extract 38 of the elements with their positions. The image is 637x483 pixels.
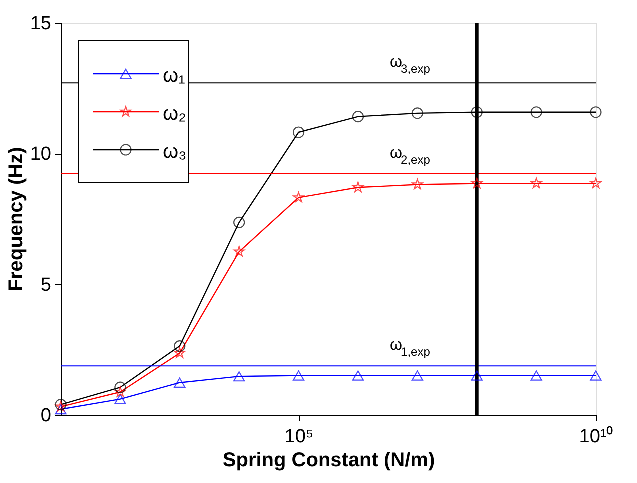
point [530, 370, 542, 381]
point [472, 178, 483, 189]
point [471, 370, 483, 381]
x-tick-label: 10¹⁰ [579, 426, 614, 448]
point [234, 216, 246, 228]
point [590, 106, 602, 118]
point [234, 371, 246, 382]
point [412, 108, 424, 120]
point [590, 370, 602, 381]
point [531, 178, 542, 189]
point [293, 192, 304, 203]
point [590, 178, 602, 189]
point [530, 106, 542, 118]
y-axis-title: Frequency (Hz) [5, 147, 28, 292]
point [352, 182, 364, 192]
y-tick-label: 0 [40, 406, 52, 426]
y-tick-label: 15 [30, 14, 52, 34]
point [174, 340, 186, 352]
x-tick-label: 10⁵ [284, 426, 314, 448]
x-axis-title: Spring Constant (N/m) [222, 450, 436, 472]
point [114, 386, 126, 398]
point [352, 111, 364, 123]
point [292, 126, 305, 138]
legend-label: ω₂ [163, 103, 186, 125]
point [234, 246, 245, 257]
legend-label: ω₁ [163, 65, 186, 87]
point [114, 382, 126, 394]
point [174, 378, 186, 388]
point [412, 370, 424, 381]
y-tick-label: 10 [30, 144, 52, 166]
y-tick-label: 5 [40, 274, 52, 296]
point [471, 106, 483, 118]
point [114, 394, 126, 404]
legend-label: ω₃ [163, 141, 187, 163]
point [292, 370, 305, 381]
point [412, 178, 424, 190]
point [352, 370, 364, 381]
point [174, 348, 186, 358]
